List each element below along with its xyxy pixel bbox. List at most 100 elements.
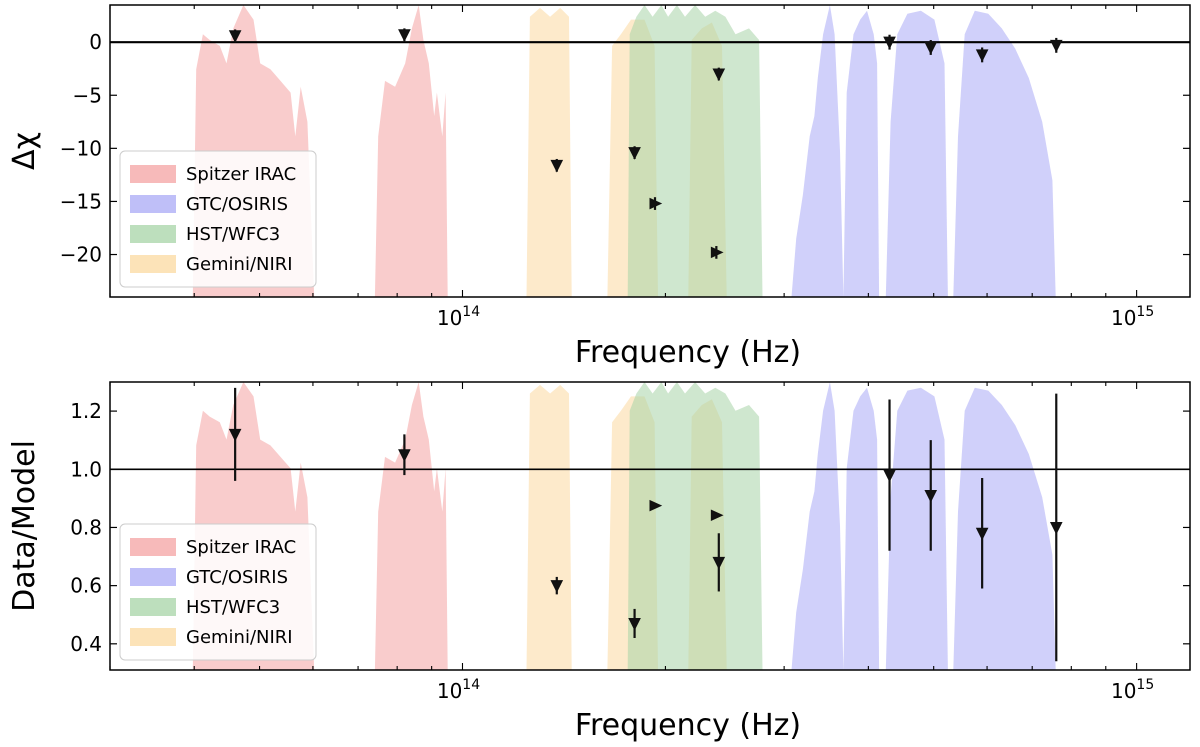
panel-2: 0.4 0.6 0.8 1.0 1.2 1014 1015 Frequency (Hz) Dat… [7,381,1191,743]
filter-band-2 [374,5,448,297]
data-point [975,478,989,589]
point-marker [710,509,724,522]
legend-swatch [130,165,176,183]
legend-label: GTC/OSIRIS [186,567,288,588]
point-marker [924,41,938,55]
point-marker [1049,39,1063,53]
filter-band-3 [526,7,572,298]
point-marker [398,29,411,42]
filter-band-9 [885,10,948,298]
x-tick-label: 1015 [1111,304,1154,330]
legend-swatch [130,568,176,586]
data-point [883,399,896,551]
point-marker [883,469,896,483]
data-point [398,434,411,476]
point-marker [924,489,938,503]
filter-band-10 [953,10,1056,298]
legend-label: Spitzer IRAC [186,537,296,558]
legend-label: Gemini/NIRI [186,627,293,648]
data-point [710,509,724,522]
legend-box [119,150,317,288]
point-marker [1049,521,1063,535]
point-marker [975,49,989,63]
data-point [712,533,726,592]
legend-label: HST/WFC3 [186,597,280,618]
legend-swatch [130,538,176,556]
data-point [924,40,938,55]
filter-band-9 [885,387,948,670]
point-marker [628,617,641,631]
point-marker [550,159,564,173]
data-point [712,67,726,82]
y-tick-label: 1.2 [70,399,102,423]
legend-swatch [130,598,176,616]
y-tick-label: 0 [89,30,102,54]
y-tick-label: 0.6 [70,574,102,598]
y-tick-label: 0.8 [70,515,102,539]
y-tick-label: −10 [60,136,102,160]
filter-band-7 [791,5,844,297]
data-point [550,158,564,173]
filter-band-6 [627,5,763,297]
filter-band-8 [843,10,880,298]
point-marker [975,527,989,541]
y-tick-label: 0.4 [70,632,102,656]
plot-frame [109,381,1191,671]
legend-swatch [130,195,176,213]
data-point [975,47,989,63]
data-point [1049,393,1063,662]
filter-band-10 [953,387,1056,670]
y-tick-label: −15 [60,189,102,213]
y-axis-label: Data/Model [7,440,42,612]
data-point [649,499,663,512]
point-marker [550,580,564,593]
point-marker [712,68,726,82]
point-marker [883,36,896,50]
filter-band-7 [791,382,844,670]
legend-swatch [130,255,176,273]
y-tick-label: 1.0 [70,457,102,481]
filter-band-6 [627,382,763,670]
x-axis-label: Frequency (Hz) [575,335,801,370]
legend-swatch [130,225,176,243]
data-point [550,576,564,595]
data-point [228,387,242,481]
filter-band-8 [843,387,880,670]
filter-band-2 [374,382,448,670]
y-tick-label: −20 [60,243,102,267]
data-point [398,28,411,42]
legend: Spitzer IRAC GTC/OSIRIS HST/WFC3 Gemini/NIR… [119,523,317,661]
point-marker [710,246,724,259]
panel-1: 0 −5 −10 −15 −20 1014 1015 Frequency (Hz) Δχ Spit… [7,4,1191,370]
legend-label: HST/WFC3 [186,224,280,245]
x-tick-label: 1015 [1111,677,1154,703]
data-point [1049,37,1063,53]
y-axis-label: Δχ [7,132,42,170]
point-marker [228,30,242,43]
y-tick-label: −5 [73,83,102,107]
data-point [924,440,938,551]
x-tick-label: 1014 [437,677,480,703]
x-axis-label: Frequency (Hz) [575,708,801,743]
data-point [710,246,724,259]
legend-box [119,523,317,661]
point-marker [398,449,411,462]
point-marker [228,428,242,442]
legend-label: Spitzer IRAC [186,164,296,185]
point-marker [649,197,663,210]
legend-label: Gemini/NIRI [186,254,293,275]
point-marker [712,556,726,570]
data-point [628,146,641,160]
data-point [649,197,663,210]
legend-label: GTC/OSIRIS [186,194,288,215]
data-point [228,29,242,43]
x-tick-label: 1014 [437,304,480,330]
data-point [628,608,641,638]
legend-swatch [130,628,176,646]
point-marker [649,499,663,512]
plot-frame [109,4,1191,298]
legend: Spitzer IRAC GTC/OSIRIS HST/WFC3 Gemini/NIR… [119,150,317,288]
filter-band-3 [526,384,572,670]
